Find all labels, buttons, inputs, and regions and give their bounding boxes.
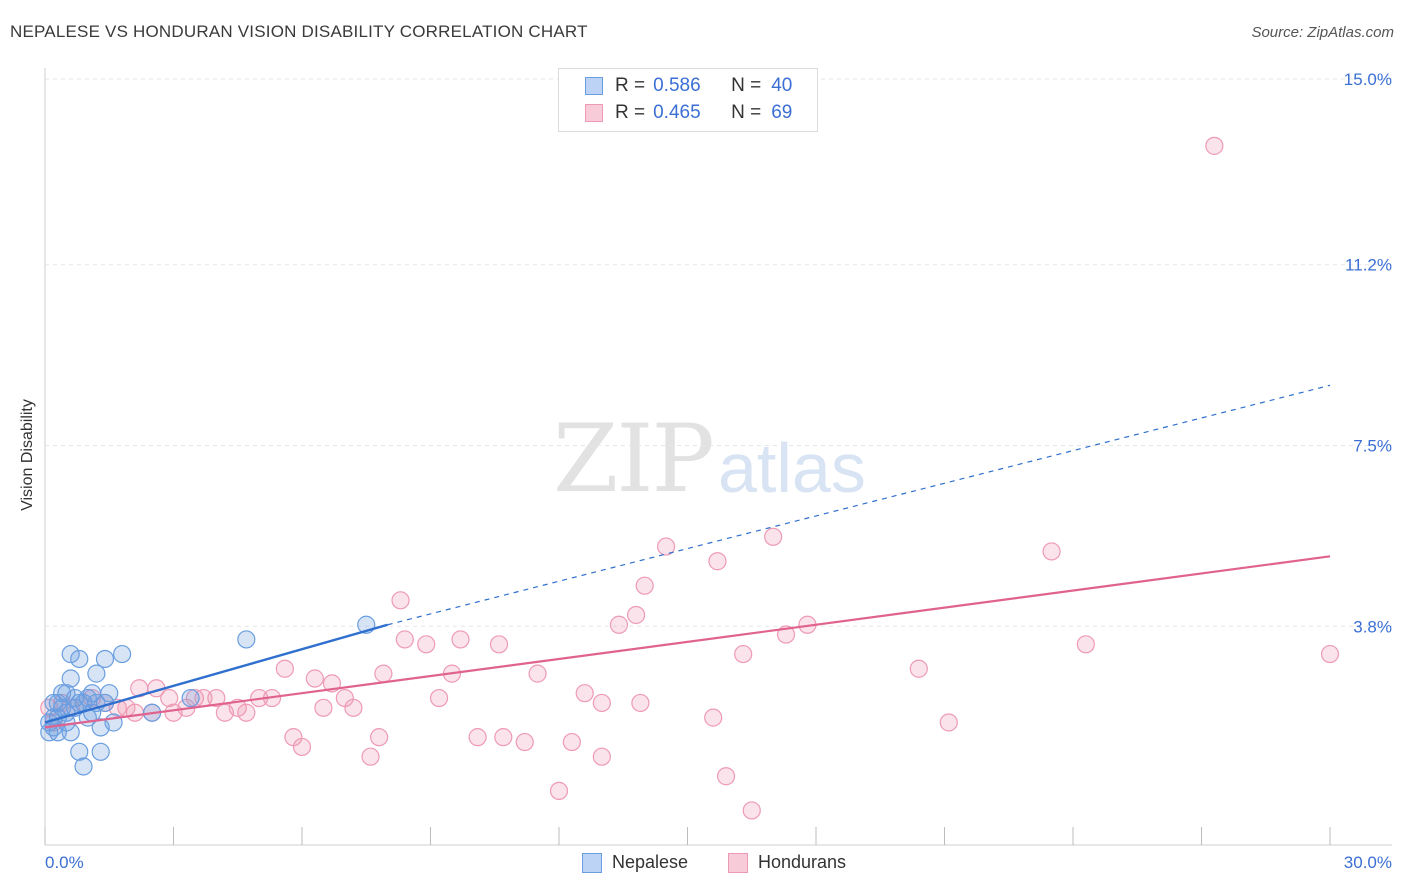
hondurans-point — [374, 664, 393, 683]
hondurans-point — [395, 630, 414, 649]
hondurans-point — [764, 527, 783, 546]
chart-title: NEPALESE VS HONDURAN VISION DISABILITY C… — [10, 22, 588, 41]
hondurans-point — [468, 728, 487, 747]
x-tick-label: 30.0% — [1344, 853, 1392, 872]
bottom-legend-hondurans: Hondurans — [728, 852, 846, 873]
hondurans-point — [344, 698, 363, 717]
nepalese-point — [61, 669, 80, 688]
hondurans-point — [549, 781, 569, 801]
hondurans-point — [635, 576, 654, 595]
hondurans-point — [451, 630, 470, 649]
source-label: Source: ZipAtlas.com — [1251, 24, 1394, 41]
nepalese-point — [237, 630, 256, 649]
hondurans-swatch — [728, 852, 748, 873]
hondurans-point — [125, 703, 145, 722]
hondurans-point — [528, 664, 547, 683]
legend-n-label: N = — [731, 75, 762, 96]
x-tick-label: 0.0% — [45, 853, 84, 872]
legend-n-label: N = — [731, 102, 762, 123]
nepalese-point — [100, 684, 119, 703]
watermark-atlas: atlas — [718, 429, 866, 507]
watermark-zip: ZIP — [553, 405, 715, 514]
hondurans-point — [417, 635, 436, 654]
hondurans-point — [160, 688, 179, 708]
hondurans-point — [1320, 644, 1340, 664]
nepalese-point — [70, 649, 89, 669]
y-tick-label: 15.0% — [1344, 70, 1392, 89]
nepalese-point — [70, 693, 89, 713]
nepalese-point — [70, 742, 89, 761]
hondurans-point — [391, 591, 410, 610]
legend-row-hondurans: R = 0.465 N = 69 — [585, 102, 792, 124]
nepalese-point — [95, 649, 115, 669]
hondurans-point — [429, 688, 449, 708]
hondurans-point — [575, 684, 594, 703]
legend-row-nepalese: R = 0.586 N = 40 — [585, 75, 792, 97]
legend-n-value: 69 — [771, 102, 793, 123]
hondurans-point — [562, 732, 581, 752]
hondurans-point — [939, 713, 958, 732]
y-tick-label: 3.8% — [1353, 617, 1392, 636]
hondurans-swatch — [585, 104, 603, 122]
hondurans-point — [228, 698, 247, 717]
bottom-legend-label: Hondurans — [758, 852, 847, 872]
nepalese-point — [181, 688, 200, 708]
hondurans-point — [1205, 136, 1224, 155]
hondurans-point — [314, 698, 333, 717]
hondurans-point — [207, 688, 226, 708]
nepalese-point — [91, 742, 110, 761]
hondurans-point — [626, 605, 646, 625]
nepalese-point — [112, 644, 132, 664]
hondurans-point — [704, 708, 723, 727]
hondurans-point — [708, 552, 727, 571]
hondurans-point — [592, 693, 611, 713]
hondurans-point — [305, 669, 324, 688]
legend-n-value: 40 — [771, 75, 793, 96]
hondurans-point — [1042, 542, 1061, 561]
nepalese-point — [61, 644, 80, 664]
legend-r-label: R = — [615, 75, 646, 96]
nepalese-point — [57, 684, 76, 703]
hondurans-point — [237, 703, 256, 722]
hondurans-point — [609, 615, 629, 634]
legend-r-value: 0.465 — [653, 102, 701, 123]
legend-r-label: R = — [615, 102, 646, 123]
hondurans-point — [734, 644, 753, 664]
hondurans-point — [716, 767, 736, 786]
nepalese-point — [61, 723, 80, 742]
nepalese-point — [74, 757, 93, 776]
y-tick-label: 11.2% — [1345, 256, 1392, 275]
nepalese-trend-extension — [387, 384, 1331, 626]
y-tick-label: 7.5% — [1353, 437, 1392, 456]
nepalese-swatch — [585, 77, 603, 95]
hondurans-point — [631, 693, 650, 713]
nepalese-trend-line — [44, 623, 388, 724]
hondurans-point — [656, 537, 676, 556]
legend-r-value: 0.586 — [653, 75, 701, 96]
hondurans-point — [275, 659, 294, 678]
hondurans-point — [909, 659, 928, 678]
stats-legend: R = 0.586 N = 40 R = 0.465 N = 69 — [558, 68, 818, 132]
nepalese-point — [87, 664, 106, 683]
hondurans-point — [292, 737, 312, 757]
hondurans-trend-line — [44, 555, 1331, 729]
hondurans-point — [489, 635, 509, 654]
hondurans-point — [361, 747, 380, 766]
hondurans-point — [494, 728, 513, 747]
bottom-legend-nepalese: Nepalese — [582, 852, 688, 873]
hondurans-point — [592, 747, 611, 766]
hondurans-point — [742, 801, 761, 820]
bottom-legend-label: Nepalese — [612, 852, 689, 872]
hondurans-point — [370, 728, 389, 747]
hondurans-point — [515, 732, 534, 752]
hondurans-point — [1076, 635, 1095, 654]
nepalese-swatch — [582, 852, 602, 873]
